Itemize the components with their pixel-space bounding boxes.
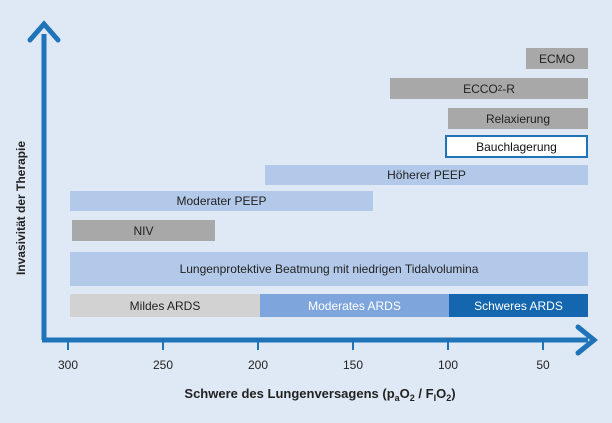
bar-niv: NIV — [72, 220, 215, 241]
bar-hoeherer-peep: Höherer PEEP — [265, 165, 588, 185]
x-tick-label: 150 — [342, 358, 364, 372]
bar-ecco2r: ECCO 2 -R — [390, 78, 588, 99]
x-title-part: O — [436, 386, 447, 401]
x-tick-label: 300 — [57, 358, 79, 372]
bar-relaxierung: Relaxierung — [448, 108, 588, 129]
bar-ecmo: ECMO — [526, 48, 588, 69]
x-tick-label: 250 — [152, 358, 174, 372]
x-tick-label: 50 — [536, 358, 550, 372]
x-title-sub: 2 — [409, 393, 415, 403]
arrow-up-icon — [27, 20, 61, 43]
x-tick-label: 200 — [247, 358, 269, 372]
x-title-part: ) — [451, 386, 456, 401]
x-title-part: Schwere des Lungenversagens (p — [184, 386, 395, 401]
ards-severe-band: Schweres ARDS — [449, 294, 588, 317]
x-title-sub: 2 — [446, 393, 452, 403]
x-axis-ticks — [67, 340, 544, 350]
x-axis-title: Schwere des Lungenversagens (paO2 / FIO2… — [120, 386, 520, 403]
x-tick-label: 100 — [437, 358, 459, 372]
x-title-sub: I — [433, 393, 437, 403]
ards-moderate-band: Moderates ARDS — [260, 294, 449, 317]
ards-mild-band: Mildes ARDS — [70, 294, 260, 317]
x-title-part: O — [399, 386, 410, 401]
x-title-part: / F — [414, 386, 434, 401]
x-title-sub: a — [394, 393, 400, 403]
bar-lungenprotektive-beatmung: Lungenprotektive Beatmung mit niedrigen … — [70, 252, 588, 286]
bar-ecco2r-suffix: -R — [502, 81, 515, 96]
arrow-right-icon — [575, 324, 598, 356]
bar-ecco2r-label: ECCO — [463, 81, 498, 96]
y-axis-title: Invasivität der Therapie — [14, 140, 28, 276]
bar-bauchlagerung: Bauchlagerung — [445, 135, 588, 158]
bar-moderater-peep: Moderater PEEP — [70, 191, 373, 211]
